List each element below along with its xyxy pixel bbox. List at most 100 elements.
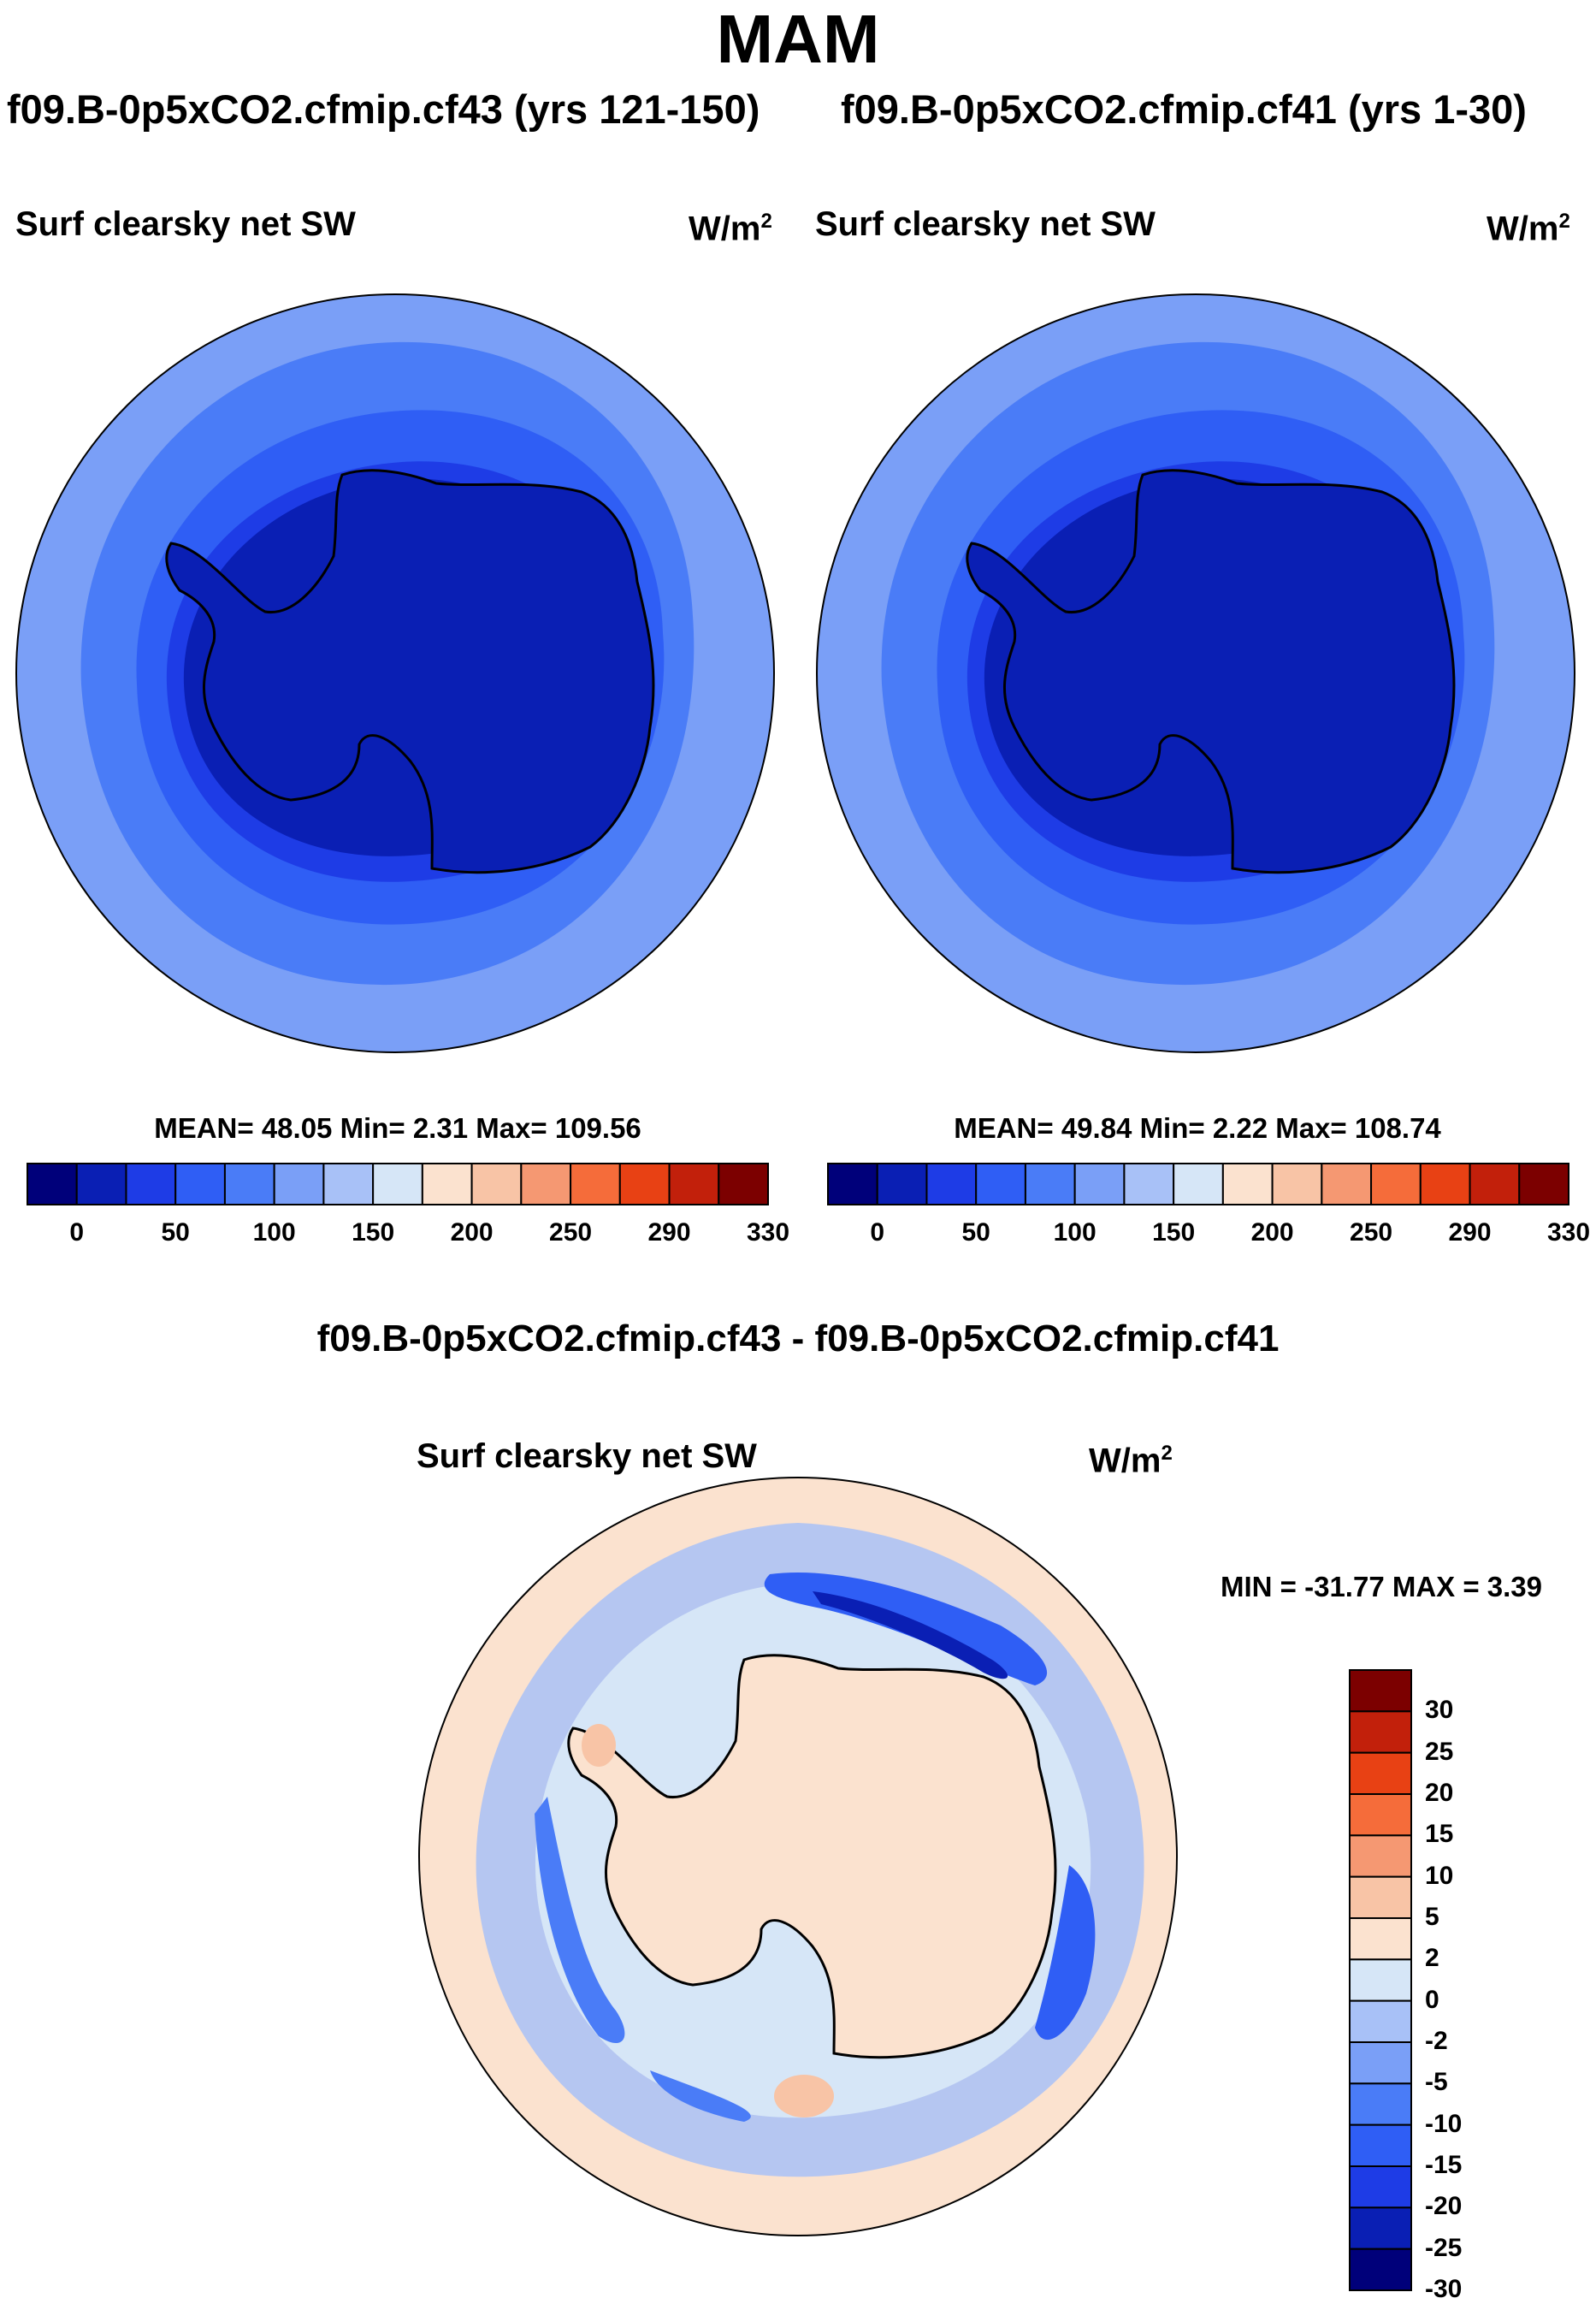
diff-title: f09.B-0p5xCO2.cfmip.cf43 - f09.B-0p5xCO2… (316, 1318, 1280, 1359)
diff-colorbar-tick-label: 2 (1425, 1944, 1439, 1973)
right-colorbar-tick-label: 100 (1053, 1218, 1097, 1247)
right-colorbar-swatch-1 (876, 1163, 928, 1205)
right-colorbar-swatch-4 (1024, 1163, 1076, 1205)
right-antarctica-outline (966, 469, 1456, 874)
left-colorbar-swatch-3 (174, 1163, 226, 1205)
diff-colorbar-tick-label: -25 (1425, 2233, 1463, 2262)
diff-colorbar-tick-label: -30 (1425, 2275, 1463, 2303)
right-map-border (816, 293, 1575, 1053)
right-colorbar-swatch-2 (925, 1163, 978, 1205)
diff-colorbar-tick-label: -20 (1425, 2192, 1463, 2221)
right-colorbar-swatch-6 (1123, 1163, 1175, 1205)
right-colorbar-tick-label: 200 (1250, 1218, 1294, 1247)
left-colorbar (27, 1163, 769, 1205)
left-colorbar-swatch-5 (273, 1163, 325, 1205)
left-colorbar-swatch-8 (421, 1163, 473, 1205)
left-colorbar-swatch-13 (668, 1163, 720, 1205)
left-colorbar-tick-label: 250 (549, 1218, 593, 1247)
diff-colorbar-swatch-7 (1349, 1958, 1412, 2002)
diff-colorbar-swatch-8 (1349, 1999, 1412, 2044)
left-colorbar-swatch-2 (125, 1163, 177, 1205)
diff-minmax: MIN = -31.77 MAX = 3.39 (1221, 1571, 1543, 1602)
diff-colorbar-tick-label: 20 (1425, 1779, 1454, 1807)
diff-colorbar-tick-label: 5 (1425, 1903, 1439, 1931)
left-colorbar-swatch-7 (372, 1163, 423, 1205)
left-antarctica-outline (165, 469, 655, 874)
diff-colorbar-swatch-13 (1349, 2206, 1412, 2250)
diff-colorbar-tick-label: -10 (1425, 2109, 1463, 2138)
left-colorbar-tick-label: 0 (69, 1218, 85, 1247)
diff-map-border (418, 1477, 1178, 2236)
diff-variable-label: Surf clearsky net SW (417, 1437, 757, 1475)
right-colorbar-swatch-8 (1221, 1163, 1274, 1205)
diff-colorbar-swatch-14 (1349, 2248, 1412, 2292)
right-colorbar-tick-label: 0 (870, 1218, 885, 1247)
left-colorbar-tick-label: 200 (450, 1218, 494, 1247)
diff-colorbar-tick-label: 10 (1425, 1861, 1454, 1890)
left-colorbar-swatch-12 (618, 1163, 671, 1205)
diff-colorbar-tick-label: -5 (1425, 2068, 1448, 2097)
left-colorbar-tick-label: 150 (352, 1218, 395, 1247)
left-colorbar-swatch-14 (718, 1163, 769, 1205)
right-colorbar-swatch-5 (1073, 1163, 1126, 1205)
right-colorbar-tick-label: 50 (961, 1218, 990, 1247)
diff-colorbar-swatch-4 (1349, 1834, 1412, 1878)
left-colorbar-tick-label: 290 (647, 1218, 691, 1247)
left-colorbar-swatch-11 (570, 1163, 621, 1205)
diff-colorbar-tick-label: 0 (1425, 1985, 1439, 2014)
left-colorbar-swatch-6 (322, 1163, 375, 1205)
right-colorbar-tick-label: 150 (1152, 1218, 1196, 1247)
left-variable-label: Surf clearsky net SW (15, 205, 356, 243)
left-colorbar-swatch-4 (223, 1163, 275, 1205)
right-colorbar-tick-label: 250 (1350, 1218, 1393, 1247)
right-colorbar-tick-label: 330 (1546, 1218, 1591, 1247)
diff-colorbar-swatch-11 (1349, 2123, 1412, 2168)
diff-units-label: W/m2 (1089, 1442, 1173, 1480)
right-colorbar-swatch-3 (975, 1163, 1026, 1205)
left-colorbar-swatch-10 (520, 1163, 572, 1205)
right-colorbar-swatch-0 (827, 1163, 878, 1205)
diff-polar-map (419, 1478, 1177, 2236)
right-colorbar-swatch-13 (1469, 1163, 1521, 1205)
left-units-label: W/m2 (689, 210, 772, 248)
diff-colorbar-swatch-3 (1349, 1793, 1412, 1837)
left-colorbar-swatch-9 (470, 1163, 523, 1205)
diff-colorbar (1349, 1669, 1412, 2292)
diff-colorbar-swatch-2 (1349, 1751, 1412, 1796)
diff-colorbar-swatch-5 (1349, 1875, 1412, 1920)
right-colorbar-swatch-10 (1321, 1163, 1373, 1205)
diff-colorbar-tick-label: 25 (1425, 1737, 1454, 1766)
right-colorbar-swatch-14 (1518, 1163, 1570, 1205)
diff-colorbar-swatch-6 (1349, 1917, 1412, 1961)
left-colorbar-swatch-0 (27, 1163, 78, 1205)
right-case-title: f09.B-0p5xCO2.cfmip.cf41 (yrs 1-30) (841, 86, 1527, 132)
left-colorbar-tick-label: 330 (746, 1218, 790, 1247)
right-colorbar-swatch-12 (1419, 1163, 1471, 1205)
diff-colorbar-swatch-0 (1349, 1669, 1412, 1713)
diff-colorbar-tick-label: 15 (1425, 1820, 1454, 1849)
diff-colorbar-swatch-9 (1349, 2041, 1412, 2085)
diff-colorbar-tick-label: 30 (1425, 1696, 1454, 1725)
diff-colorbar-swatch-10 (1349, 2082, 1412, 2126)
right-units-label: W/m2 (1487, 210, 1570, 248)
left-colorbar-swatch-1 (75, 1163, 127, 1205)
diff-colorbar-tick-label: -15 (1425, 2151, 1463, 2179)
right-colorbar-swatch-7 (1173, 1163, 1224, 1205)
right-colorbar-tick-label: 290 (1448, 1218, 1492, 1247)
right-stats: MEAN= 49.84 Min= 2.22 Max= 108.74 (954, 1112, 1441, 1144)
left-colorbar-tick-label: 50 (161, 1218, 190, 1247)
right-variable-label: Surf clearsky net SW (815, 205, 1156, 243)
figure-title: MAM (716, 1, 880, 77)
left-colorbar-tick-label: 100 (252, 1218, 296, 1247)
diff-colorbar-swatch-12 (1349, 2165, 1412, 2209)
left-stats: MEAN= 48.05 Min= 2.31 Max= 109.56 (154, 1112, 641, 1144)
right-polar-map (817, 294, 1575, 1052)
left-map-border (15, 293, 775, 1053)
right-colorbar-swatch-11 (1370, 1163, 1422, 1205)
left-case-title: f09.B-0p5xCO2.cfmip.cf43 (yrs 121-150) (7, 86, 760, 132)
left-polar-map (16, 294, 774, 1052)
diff-colorbar-tick-label: -2 (1425, 2027, 1448, 2055)
right-colorbar (827, 1163, 1570, 1205)
right-colorbar-swatch-9 (1271, 1163, 1323, 1205)
